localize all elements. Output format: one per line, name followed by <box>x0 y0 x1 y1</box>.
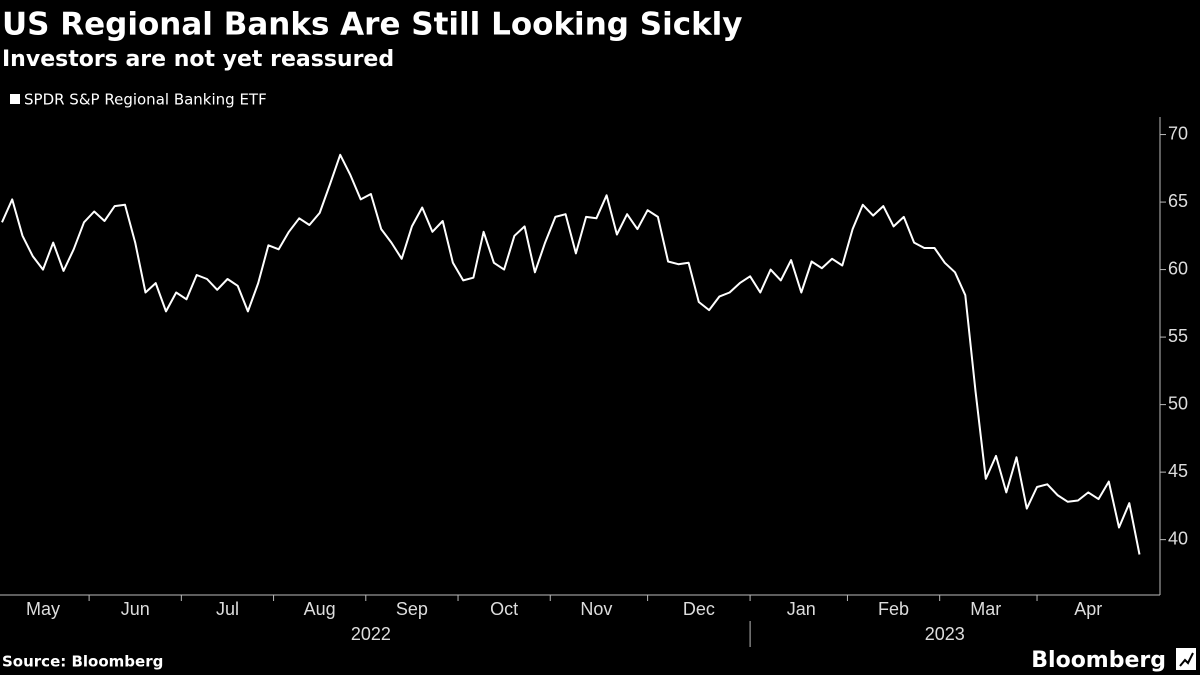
x-tick-label: Aug <box>304 599 336 619</box>
legend-label: SPDR S&P Regional Banking ETF <box>24 91 267 109</box>
x-tick-label: Mar <box>970 599 1001 619</box>
y-tick-label: 65 <box>1168 191 1188 211</box>
x-tick-label: Jul <box>216 599 239 619</box>
x-tick-label: Dec <box>683 599 715 619</box>
y-tick-label: 45 <box>1168 461 1188 481</box>
x-tick-label: Nov <box>580 599 612 619</box>
x-tick-label: Feb <box>878 599 909 619</box>
x-tick-label: May <box>26 599 60 619</box>
x-tick-label: Apr <box>1074 599 1102 619</box>
source: Source: Bloomberg <box>2 653 163 671</box>
x-tick-label: Oct <box>490 599 518 619</box>
x-tick-label: Sep <box>396 599 428 619</box>
brand-icon <box>1176 648 1196 670</box>
x-group-label: 2022 <box>351 624 391 644</box>
y-tick-label: 55 <box>1168 326 1188 346</box>
y-tick-label: 50 <box>1168 393 1188 413</box>
x-group-label: 2023 <box>925 624 965 644</box>
y-tick-label: 40 <box>1168 528 1188 548</box>
chart-title: US Regional Banks Are Still Looking Sick… <box>2 7 743 43</box>
legend-swatch <box>10 94 20 104</box>
chart-subtitle: Investors are not yet reassured <box>2 47 394 72</box>
x-tick-label: Jan <box>787 599 816 619</box>
y-tick-label: 60 <box>1168 258 1188 278</box>
x-tick-label: Jun <box>121 599 150 619</box>
brand: Bloomberg <box>1031 648 1166 673</box>
y-tick-label: 70 <box>1168 123 1188 143</box>
series-line <box>1 153 1141 555</box>
